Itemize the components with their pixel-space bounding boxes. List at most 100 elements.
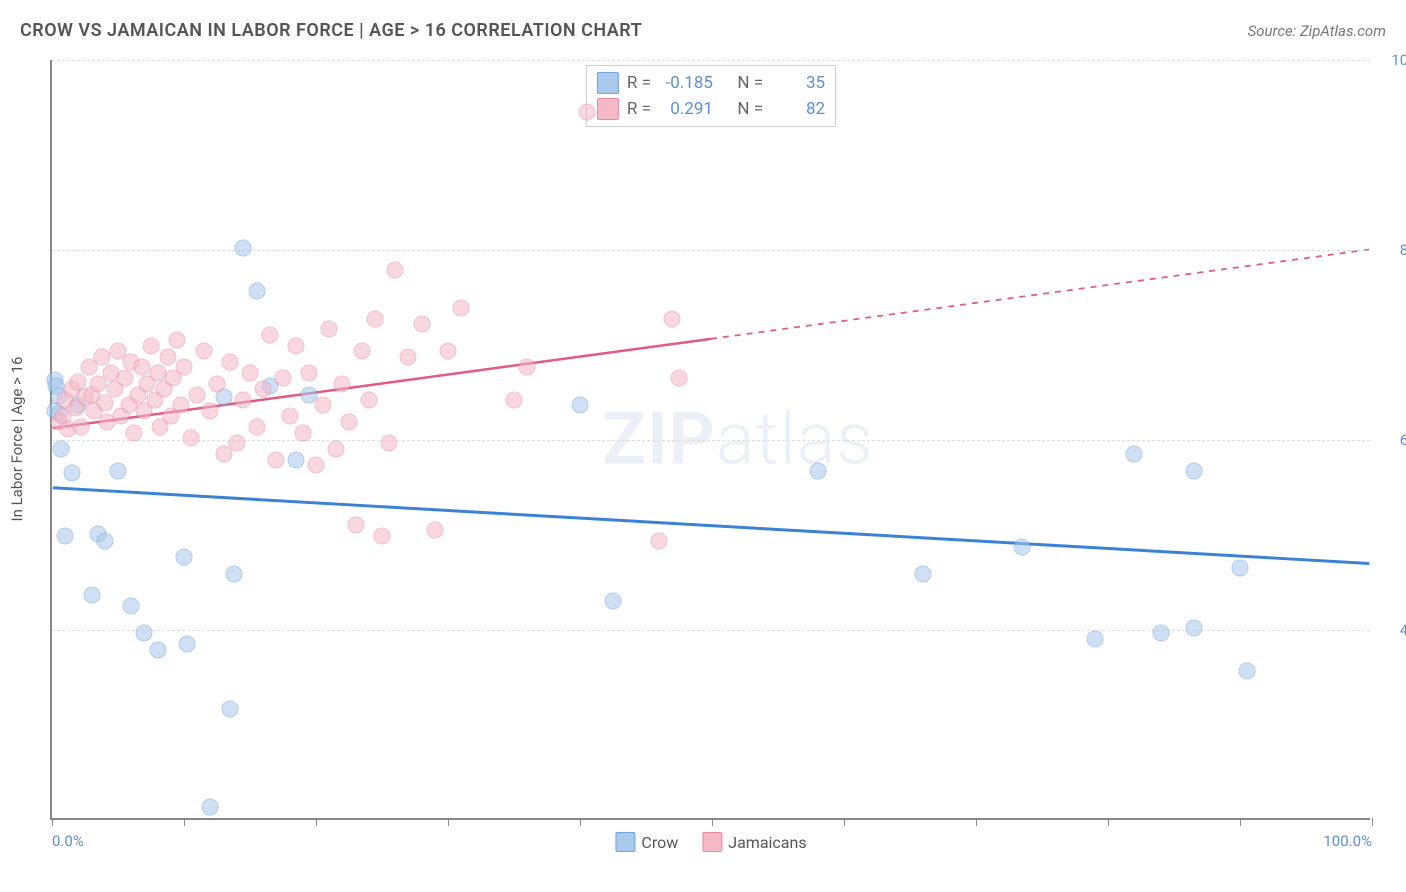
x-tick-label: 0.0% [52, 832, 84, 850]
gridline [52, 630, 1370, 631]
x-tick [712, 818, 713, 826]
x-tick [1108, 818, 1109, 826]
data-point [288, 451, 305, 468]
data-point [275, 370, 292, 387]
data-point [176, 549, 193, 566]
data-point [53, 440, 70, 457]
x-tick [844, 818, 845, 826]
data-point [222, 354, 239, 371]
data-point [255, 381, 272, 398]
data-point [426, 522, 443, 539]
data-point [63, 464, 80, 481]
x-tick [448, 818, 449, 826]
data-point [136, 625, 153, 642]
data-point [160, 348, 177, 365]
data-point [169, 332, 186, 349]
chart-source: Source: ZipAtlas.com [1248, 22, 1386, 40]
legend-swatch [597, 98, 619, 120]
data-point [235, 392, 252, 409]
data-point [360, 392, 377, 409]
trend-line-dashed [711, 250, 1369, 339]
data-point [83, 587, 100, 604]
data-point [809, 462, 826, 479]
x-tick [976, 818, 977, 826]
data-point [182, 430, 199, 447]
gridline [52, 60, 1370, 61]
stats-legend-row: R =0.291 N =82 [597, 96, 825, 122]
data-point [915, 565, 932, 582]
data-point [288, 337, 305, 354]
watermark: ZIPatlas [602, 397, 874, 482]
y-tick-label: 47.5% [1380, 621, 1406, 639]
data-point [73, 419, 90, 436]
data-point [440, 343, 457, 360]
data-point [578, 104, 595, 121]
data-point [354, 343, 371, 360]
data-point [1152, 625, 1169, 642]
data-point [143, 337, 160, 354]
data-point [367, 310, 384, 327]
data-point [308, 457, 325, 474]
data-point [248, 283, 265, 300]
data-point [374, 527, 391, 544]
chart-title: CROW VS JAMAICAN IN LABOR FORCE | AGE > … [20, 20, 642, 41]
data-point [96, 395, 113, 412]
data-point [222, 701, 239, 718]
data-point [294, 424, 311, 441]
data-point [195, 343, 212, 360]
legend-swatch [615, 832, 635, 852]
series-legend: Crow Jamaicans [615, 832, 806, 852]
correlation-stats-legend: R =-0.185 N =35R =0.291 N =82 [586, 65, 836, 127]
data-point [301, 364, 318, 381]
x-tick [580, 818, 581, 826]
data-point [1185, 620, 1202, 637]
data-point [453, 299, 470, 316]
data-point [400, 348, 417, 365]
data-point [176, 359, 193, 376]
data-point [110, 462, 127, 479]
data-point [1014, 538, 1031, 555]
data-point [261, 326, 278, 343]
data-point [209, 375, 226, 392]
chart-header: CROW VS JAMAICAN IN LABOR FORCE | AGE > … [20, 20, 1386, 41]
data-point [1185, 462, 1202, 479]
data-point [281, 408, 298, 425]
data-point [178, 636, 195, 653]
data-point [242, 364, 259, 381]
data-point [572, 397, 589, 414]
data-point [664, 310, 681, 327]
data-point [327, 440, 344, 457]
data-point [96, 533, 113, 550]
legend-item: Jamaicans [702, 832, 806, 852]
y-tick-label: 82.5% [1380, 241, 1406, 259]
data-point [321, 321, 338, 338]
data-point [268, 451, 285, 468]
x-tick [316, 818, 317, 826]
legend-item: Crow [615, 832, 678, 852]
data-point [347, 516, 364, 533]
data-point [149, 364, 166, 381]
data-point [1086, 630, 1103, 647]
legend-label: Crow [641, 833, 678, 852]
legend-swatch [597, 72, 619, 94]
trend-line-solid [53, 488, 1370, 564]
legend-label: Jamaicans [728, 833, 806, 852]
data-point [228, 435, 245, 452]
data-point [226, 565, 243, 582]
data-point [1126, 446, 1143, 463]
data-point [94, 348, 111, 365]
data-point [1238, 663, 1255, 680]
data-point [387, 261, 404, 278]
data-point [202, 799, 219, 816]
data-point [341, 413, 358, 430]
data-point [125, 424, 142, 441]
trend-lines [52, 60, 1370, 818]
x-tick [1240, 818, 1241, 826]
y-axis-label: In Labor Force | Age > 16 [8, 357, 26, 522]
data-point [314, 397, 331, 414]
data-point [380, 435, 397, 452]
data-point [334, 375, 351, 392]
stats-legend-row: R =-0.185 N =35 [597, 70, 825, 96]
data-point [519, 359, 536, 376]
legend-swatch [702, 832, 722, 852]
